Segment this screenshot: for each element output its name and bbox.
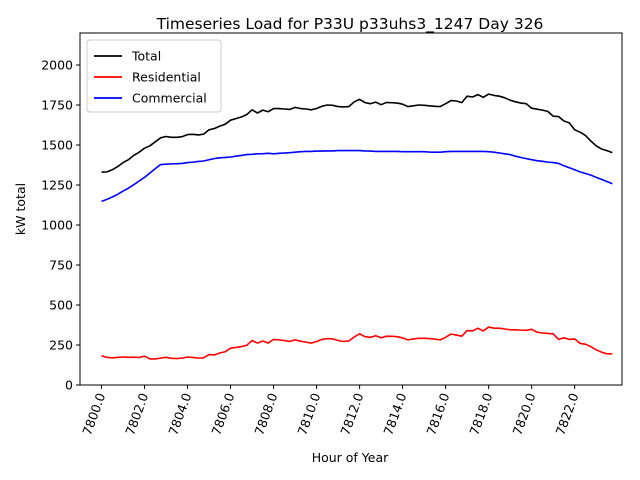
series-line-total — [101, 93, 613, 173]
x-tick-label: 7808.0 — [251, 391, 280, 437]
y-tick-label: 250 — [49, 338, 73, 353]
series-line-residential — [101, 326, 613, 360]
y-tick-label: 0 — [65, 378, 73, 393]
legend-label-total: Total — [131, 49, 161, 64]
legend-label-residential: Residential — [132, 70, 201, 85]
x-tick-label: 7810.0 — [294, 391, 323, 437]
x-tick-label: 7816.0 — [423, 391, 452, 437]
x-tick-label: 7804.0 — [165, 391, 194, 437]
y-tick-label: 1750 — [41, 98, 73, 113]
x-tick-label: 7820.0 — [509, 391, 538, 437]
y-axis-title: kW total — [13, 183, 28, 235]
x-tick-label: 7818.0 — [466, 391, 495, 437]
y-axis: 0 250 500 750 1000 1250 1500 1750 2000 — [41, 58, 80, 393]
y-tick-label: 750 — [49, 258, 73, 273]
legend-box — [86, 39, 222, 113]
y-tick-label: 1500 — [41, 138, 73, 153]
legend-label-commercial: Commercial — [132, 91, 207, 106]
x-axis: 7800.0 7802.0 7804.0 7806.0 7808.0 7810.0 7812… — [79, 385, 582, 437]
x-tick-label: 7812.0 — [337, 391, 366, 437]
y-tick-label: 1000 — [41, 218, 73, 233]
x-tick-label: 7822.0 — [552, 391, 581, 437]
legend: Total Residential Commercial — [86, 39, 222, 113]
x-tick-label: 7806.0 — [208, 391, 237, 437]
x-tick-label: 7814.0 — [380, 391, 409, 437]
plot-frame — [79, 32, 623, 386]
y-tick-label: 1250 — [41, 178, 73, 193]
y-tick-label: 500 — [49, 298, 73, 313]
chart-title: Timeseries Load for P33U p33uhs3_1247 Da… — [156, 15, 544, 34]
series-line-commercial — [101, 149, 613, 203]
y-tick-label: 2000 — [41, 58, 73, 73]
series-layer — [101, 93, 613, 360]
x-tick-label: 7802.0 — [122, 391, 151, 437]
x-axis-title: Hour of Year — [312, 450, 389, 465]
x-tick-label: 7800.0 — [79, 391, 108, 437]
